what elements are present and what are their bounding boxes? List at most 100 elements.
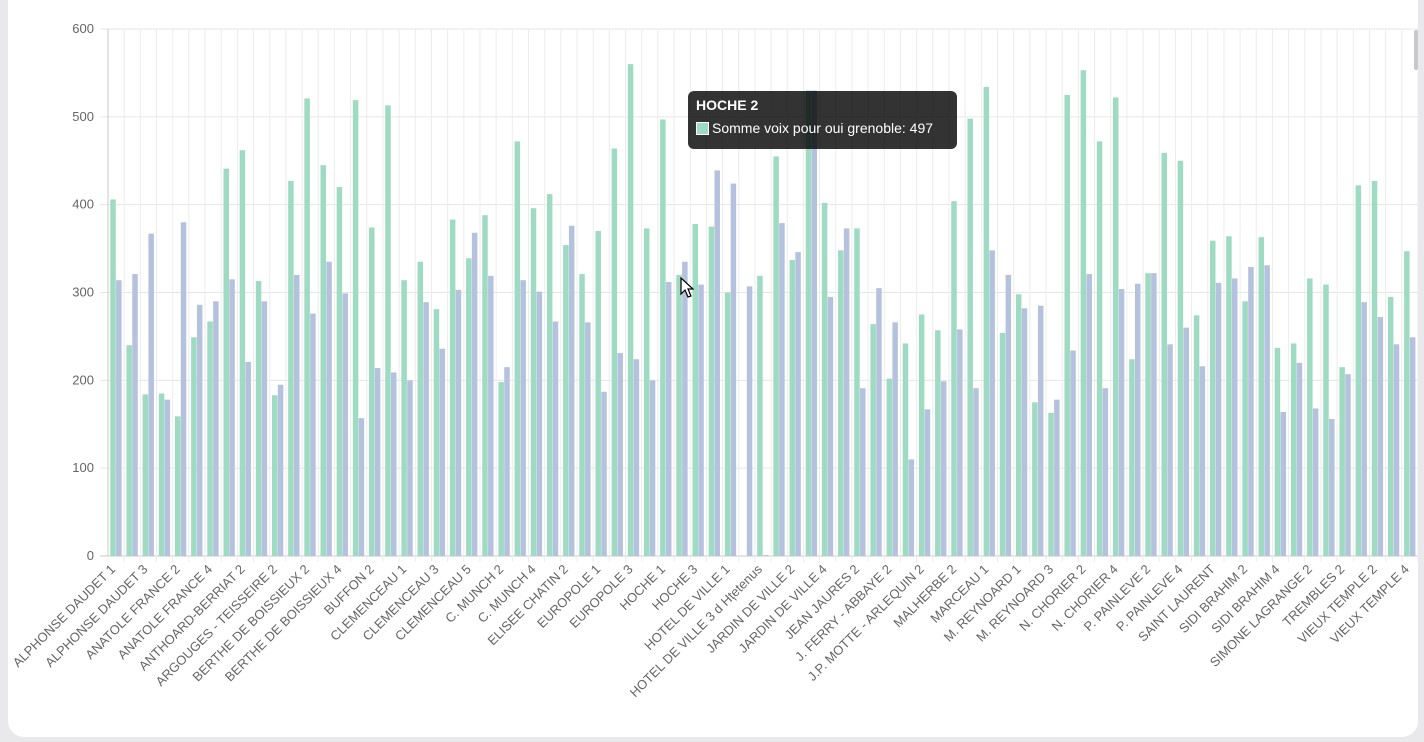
bar[interactable] xyxy=(1226,236,1232,556)
bar[interactable] xyxy=(940,381,947,556)
bar[interactable] xyxy=(660,119,666,557)
bar[interactable] xyxy=(973,388,979,556)
bar[interactable] xyxy=(482,215,488,556)
bar[interactable] xyxy=(1409,337,1416,556)
bar[interactable] xyxy=(369,227,375,556)
bar[interactable] xyxy=(293,274,300,556)
bar[interactable] xyxy=(1129,359,1135,556)
bar[interactable] xyxy=(1264,265,1270,556)
bar[interactable] xyxy=(261,301,268,556)
bar[interactable] xyxy=(989,250,995,556)
bar[interactable] xyxy=(676,274,682,556)
bar[interactable] xyxy=(682,261,688,556)
bar[interactable] xyxy=(336,187,343,556)
bar[interactable] xyxy=(892,322,898,556)
bar[interactable] xyxy=(763,555,769,556)
bar[interactable] xyxy=(1312,408,1319,556)
bar[interactable] xyxy=(471,232,478,557)
bar[interactable] xyxy=(746,286,753,556)
bar[interactable] xyxy=(158,393,165,556)
bar[interactable] xyxy=(417,261,424,556)
bar[interactable] xyxy=(886,378,893,556)
bar[interactable] xyxy=(304,98,310,556)
bar[interactable] xyxy=(838,250,844,556)
bar[interactable] xyxy=(132,274,138,556)
bar[interactable] xyxy=(1215,282,1222,556)
bar[interactable] xyxy=(730,183,737,556)
bar[interactable] xyxy=(579,274,585,556)
bar[interactable] xyxy=(530,208,537,556)
bar[interactable] xyxy=(255,281,262,556)
bar[interactable] xyxy=(1096,141,1103,556)
bar[interactable] xyxy=(1005,274,1012,556)
bar[interactable] xyxy=(439,348,446,556)
bar[interactable] xyxy=(789,260,796,556)
bar[interactable] xyxy=(358,418,365,556)
bar[interactable] xyxy=(126,345,132,556)
bar[interactable] xyxy=(698,284,704,556)
bar[interactable] xyxy=(142,394,149,556)
bar[interactable] xyxy=(1037,305,1044,556)
bar[interactable] xyxy=(449,219,456,556)
bar[interactable] xyxy=(423,302,429,556)
bar[interactable] xyxy=(1248,267,1254,556)
bar[interactable] xyxy=(271,395,278,556)
bar[interactable] xyxy=(1307,278,1313,556)
bar[interactable] xyxy=(585,322,591,556)
bar[interactable] xyxy=(1177,160,1184,556)
bar[interactable] xyxy=(196,304,203,556)
bar[interactable] xyxy=(1199,366,1206,556)
bar[interactable] xyxy=(821,202,828,556)
bar[interactable] xyxy=(229,279,235,556)
chart-bars[interactable] xyxy=(110,64,1418,557)
bar[interactable] xyxy=(1021,308,1028,556)
bar[interactable] xyxy=(1167,344,1173,556)
bar[interactable] xyxy=(180,222,187,556)
bar[interactable] xyxy=(148,233,154,556)
bar[interactable] xyxy=(860,388,866,556)
bar[interactable] xyxy=(552,321,559,556)
bar[interactable] xyxy=(433,309,440,556)
bar[interactable] xyxy=(1054,399,1060,556)
bar[interactable] xyxy=(601,391,607,556)
bar[interactable] xyxy=(520,280,526,556)
bar[interactable] xyxy=(310,313,316,556)
bar[interactable] xyxy=(811,90,818,556)
bar[interactable] xyxy=(116,280,122,556)
bar[interactable] xyxy=(908,459,915,556)
bar[interactable] xyxy=(288,180,294,556)
bar[interactable] xyxy=(643,228,650,557)
bar[interactable] xyxy=(1258,237,1265,557)
bar[interactable] xyxy=(795,252,801,556)
bar[interactable] xyxy=(957,329,963,556)
bar[interactable] xyxy=(1102,388,1109,556)
bar[interactable] xyxy=(876,288,882,556)
bar[interactable] xyxy=(1064,94,1070,556)
bar[interactable] xyxy=(568,225,575,556)
bar[interactable] xyxy=(708,226,715,556)
bar[interactable] xyxy=(546,194,553,557)
bar[interactable] xyxy=(1134,283,1141,556)
bar[interactable] xyxy=(536,291,543,556)
bar[interactable] xyxy=(1296,362,1303,556)
bar[interactable] xyxy=(1145,273,1151,556)
bar[interactable] xyxy=(1361,302,1367,556)
bar[interactable] xyxy=(595,231,601,556)
bar[interactable] xyxy=(627,64,634,556)
bar[interactable] xyxy=(1371,180,1378,556)
bar[interactable] xyxy=(1242,301,1248,556)
bar[interactable] xyxy=(924,409,931,556)
bar[interactable] xyxy=(1339,367,1345,556)
bar[interactable] xyxy=(757,275,763,556)
bar[interactable] xyxy=(1232,278,1238,556)
bar[interactable] xyxy=(1345,374,1351,556)
bar[interactable] xyxy=(1015,294,1022,556)
bar[interactable] xyxy=(164,399,171,556)
bar[interactable] xyxy=(611,148,618,556)
bar[interactable] xyxy=(1290,343,1297,556)
scrollbar[interactable] xyxy=(1414,30,1418,70)
bar[interactable] xyxy=(1161,152,1167,556)
bar[interactable] xyxy=(514,141,521,556)
bar[interactable] xyxy=(213,301,219,556)
bar[interactable] xyxy=(1048,412,1054,556)
